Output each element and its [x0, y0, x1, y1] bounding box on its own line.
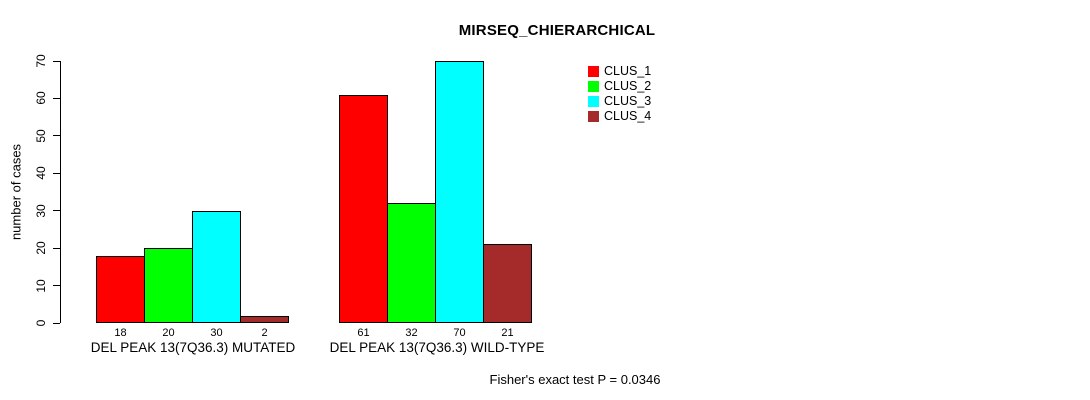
- y-tick-mark-40: [53, 172, 60, 174]
- bar-clus_1-group2: [339, 94, 388, 323]
- y-tick-mark-20: [53, 247, 60, 249]
- bar-value-label-clus_4-group2: 21: [501, 327, 514, 339]
- bar-clus_2-group1: [144, 248, 193, 323]
- legend-item-clus_2: CLUS_2: [588, 79, 651, 93]
- y-tick-label-50: 50: [34, 129, 48, 143]
- bar-value-label-clus_2-group1: 20: [162, 327, 175, 339]
- y-tick-label-60: 60: [34, 91, 48, 106]
- fisher-test-annotation: Fisher's exact test P = 0.0346: [489, 372, 661, 387]
- legend-swatch-clus_3: [588, 95, 599, 107]
- bar-clus_4-group1: [240, 315, 289, 323]
- legend-item-clus_4: CLUS_4: [588, 109, 651, 123]
- y-tick-mark-10: [53, 285, 60, 287]
- category-label-mutated: DEL PEAK 13(7Q36.3) MUTATED: [90, 340, 296, 355]
- y-tick-label-20: 20: [34, 241, 48, 255]
- y-tick-label-10: 10: [34, 278, 48, 293]
- legend-item-clus_3: CLUS_3: [588, 94, 651, 108]
- legend-label-clus_1: CLUS_1: [604, 64, 652, 78]
- bar-clus_2-group2: [387, 203, 436, 323]
- legend-item-clus_1: CLUS_1: [588, 64, 651, 78]
- y-axis-line: [60, 61, 61, 323]
- legend-label-clus_3: CLUS_3: [604, 94, 652, 108]
- category-label-wild-type: DEL PEAK 13(7Q36.3) WILD-TYPE: [329, 340, 545, 355]
- bar-value-label-clus_4-group1: 2: [261, 327, 268, 339]
- chart-title: MIRSEQ_CHIERARCHICAL: [458, 22, 656, 39]
- bar-clus_3-group2: [435, 61, 484, 323]
- y-tick-mark-60: [53, 97, 60, 99]
- y-axis-label: number of cases: [8, 143, 24, 241]
- legend-label-clus_2: CLUS_2: [604, 79, 652, 93]
- legend: CLUS_1 CLUS_2 CLUS_3 CLUS_4: [588, 64, 651, 124]
- bar-value-label-clus_1-group2: 61: [357, 327, 370, 339]
- bar-clus_4-group2: [483, 244, 532, 323]
- bar-clus_3-group1: [192, 210, 241, 323]
- y-tick-mark-0: [53, 322, 60, 324]
- legend-swatch-clus_4: [588, 110, 599, 122]
- bar-value-label-clus_1-group1: 18: [114, 327, 127, 339]
- legend-swatch-clus_2: [588, 80, 599, 92]
- y-tick-mark-70: [53, 60, 60, 62]
- y-tick-label-30: 30: [34, 204, 48, 218]
- bar-clus_1-group1: [96, 255, 145, 323]
- bar-value-label-clus_2-group2: 32: [405, 327, 418, 339]
- y-tick-mark-30: [53, 210, 60, 212]
- bar-value-label-clus_3-group2: 70: [453, 327, 466, 339]
- legend-label-clus_4: CLUS_4: [604, 109, 652, 123]
- legend-swatch-clus_1: [588, 65, 599, 77]
- y-tick-label-0: 0: [34, 319, 48, 327]
- y-tick-label-70: 70: [34, 54, 48, 68]
- y-tick-mark-50: [53, 135, 60, 137]
- y-tick-label-40: 40: [34, 166, 48, 180]
- bar-value-label-clus_3-group1: 30: [210, 327, 223, 339]
